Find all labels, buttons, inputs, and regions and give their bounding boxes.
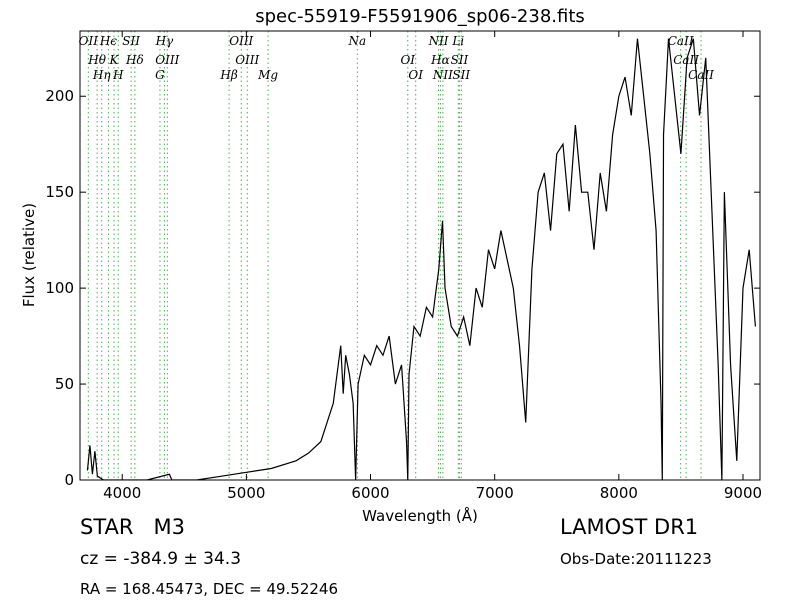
y-tick-label: 0 <box>64 471 74 489</box>
feature-label: NII <box>428 34 449 48</box>
feature-label: Hα <box>430 53 450 67</box>
cz-label: cz = -384.9 ± 34.3 <box>80 549 241 569</box>
feature-label: CaII <box>688 68 714 82</box>
feature-label: Mg <box>257 68 278 82</box>
feature-label: H <box>112 68 124 82</box>
plot-frame <box>79 30 761 481</box>
feature-label: OIII <box>235 53 259 67</box>
feature-label: Hδ <box>125 53 144 67</box>
x-tick-label: 9000 <box>724 484 762 502</box>
feature-label: Hη <box>92 68 111 82</box>
x-tick-label: 8000 <box>600 484 638 502</box>
coords-label: RA = 168.45473, DEC = 49.52246 <box>80 580 338 598</box>
feature-label: NII <box>432 68 453 82</box>
plot-area <box>86 31 757 480</box>
feature-label: K <box>109 53 120 67</box>
feature-label: OIII <box>155 53 179 67</box>
chart-title: spec-55919-F5591906_sp06-238.fits <box>255 6 585 27</box>
y-tick-label: 100 <box>45 279 74 297</box>
date-label: Obs-Date:20111223 <box>560 550 712 568</box>
object-label: STAR M3 <box>80 515 185 539</box>
feature-label: SII <box>452 68 470 82</box>
feature-label: Hγ <box>155 34 174 48</box>
feature-label: OI <box>408 68 423 82</box>
feature-label: CaII <box>673 53 699 67</box>
feature-label: Hθ <box>87 53 106 67</box>
y-tick-label: 200 <box>45 87 74 105</box>
x-tick-label: 6000 <box>351 484 389 502</box>
x-axis-label: Wavelength (Å) <box>362 506 478 525</box>
survey-label: LAMOST DR1 <box>560 515 698 539</box>
feature-label: OII <box>79 34 99 48</box>
feature-label: SII <box>451 53 469 67</box>
x-tick-label: 4000 <box>103 484 141 502</box>
feature-label: SII <box>122 34 140 48</box>
y-axis-label: Flux (relative) <box>20 203 38 307</box>
feature-label: OIII <box>229 34 253 48</box>
feature-label: CaII <box>668 34 694 48</box>
x-tick-label: 5000 <box>227 484 265 502</box>
feature-label: Hϵ <box>99 34 117 48</box>
feature-label: OI <box>400 53 415 67</box>
feature-label: Li <box>451 34 464 48</box>
feature-label: Na <box>348 34 367 48</box>
y-tick-label: 50 <box>55 375 74 393</box>
x-tick-label: 7000 <box>476 484 514 502</box>
feature-label: G <box>155 68 165 82</box>
y-tick-label: 150 <box>45 183 74 201</box>
feature-label: Hβ <box>219 68 237 82</box>
spectrum-line <box>86 38 757 480</box>
